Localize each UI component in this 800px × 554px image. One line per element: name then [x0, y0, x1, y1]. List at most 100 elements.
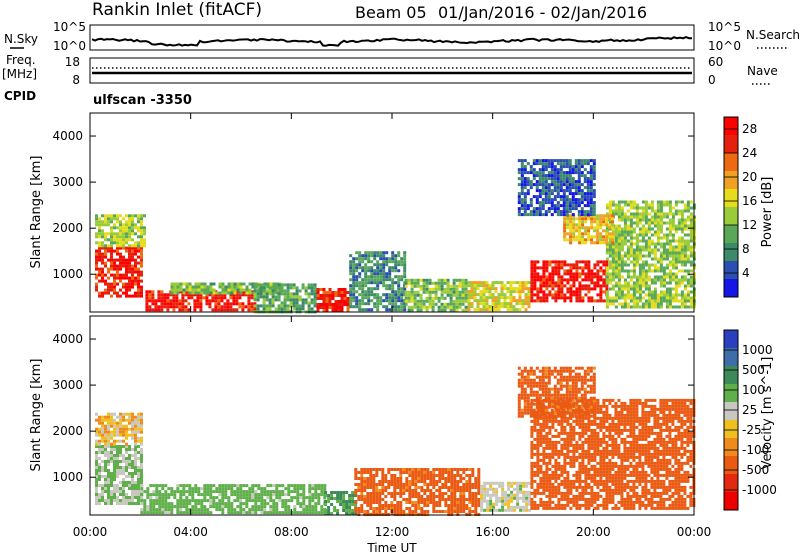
heatmap-cell: [568, 159, 572, 163]
heatmap-cell: [134, 421, 137, 425]
heatmap-cell: [125, 267, 128, 271]
heatmap-cell: [369, 486, 373, 489]
heatmap-cell: [194, 502, 198, 506]
heatmap-cell: [167, 505, 171, 509]
heatmap-cell: [381, 483, 385, 486]
heatmap-cell: [638, 230, 642, 234]
heatmap-cell: [152, 502, 156, 506]
heatmap-cell: [542, 500, 546, 504]
heatmap-cell: [361, 293, 365, 297]
heatmap-cell: [375, 498, 379, 501]
heatmap-cell: [626, 302, 630, 306]
heatmap-cell: [629, 224, 633, 228]
heatmap-cell: [586, 177, 590, 181]
heatmap-cell: [506, 287, 510, 291]
heatmap-cell: [638, 239, 642, 243]
heatmap-cell: [407, 281, 411, 285]
heatmap-cell: [194, 282, 198, 286]
heatmap-cell: [483, 493, 487, 497]
heatmap-cell: [375, 492, 379, 495]
heatmap-cell: [134, 276, 137, 280]
heatmap-cell: [349, 254, 353, 258]
heatmap-cell: [671, 278, 675, 282]
heatmap-cell: [574, 183, 578, 187]
heatmap-cell: [538, 189, 542, 193]
heatmap-cell: [125, 282, 128, 286]
heatmap-cell: [465, 480, 469, 483]
heatmap-cell: [572, 229, 576, 233]
heatmap-cell: [483, 487, 487, 491]
heatmap-cell: [545, 287, 549, 291]
heatmap-cell: [391, 302, 395, 306]
heatmap-cell: [224, 288, 228, 292]
heatmap-cell: [110, 238, 113, 242]
heatmap-cell: [349, 293, 353, 297]
heatmap-cell: [101, 487, 104, 490]
heatmap-cell: [113, 493, 116, 496]
heatmap-cell: [429, 495, 433, 498]
heatmap-cell: [683, 254, 687, 258]
heatmap-cell: [641, 218, 645, 222]
heatmap-cell: [330, 512, 334, 515]
heatmap-cell: [104, 469, 107, 472]
heatmap-cell: [677, 239, 681, 243]
heatmap-cell: [689, 233, 693, 237]
heatmap-cell: [305, 508, 309, 512]
heatmap-cell: [188, 511, 192, 515]
heatmap-cell: [364, 308, 368, 312]
heatmap-cell: [614, 281, 618, 285]
heatmap-cell: [596, 232, 600, 236]
heatmap-cell: [403, 272, 407, 276]
heatmap-cell: [286, 289, 290, 293]
heatmap-cell: [425, 305, 429, 309]
heatmap-cell: [134, 466, 137, 469]
heatmap-cell: [278, 496, 282, 500]
heatmap-cell: [95, 235, 98, 239]
heatmap-cell: [530, 482, 534, 486]
heatmap-cell: [568, 192, 572, 196]
heatmap-cell: [447, 486, 451, 489]
heatmap-cell: [614, 260, 618, 264]
heatmap-cell: [473, 281, 477, 285]
heatmap-cell: [185, 496, 189, 500]
heatmap-cell: [674, 299, 678, 303]
heatmap-cell: [375, 486, 379, 489]
heatmap-cell: [680, 242, 684, 246]
heatmap-cell: [215, 487, 219, 491]
heatmap-cell: [101, 276, 104, 280]
heatmap-cell: [152, 499, 156, 503]
heatmap-cell: [119, 490, 122, 493]
heatmap-cell: [122, 424, 125, 428]
heatmap-cell: [632, 266, 636, 270]
heatmap-cell: [574, 168, 578, 172]
heatmap-cell: [423, 498, 427, 501]
heatmap-cell: [426, 489, 430, 492]
heatmap-cell: [360, 507, 364, 510]
heatmap-cell: [104, 282, 107, 286]
heatmap-cell: [440, 290, 444, 294]
heatmap-cell: [668, 227, 672, 231]
heatmap-cell: [524, 293, 528, 297]
heatmap-cell: [413, 278, 417, 282]
heatmap-cell: [107, 460, 110, 463]
heatmap-cell: [548, 284, 552, 288]
heatmap-cell: [665, 281, 669, 285]
heatmap-cell: [617, 224, 621, 228]
heatmap-cell: [110, 232, 113, 236]
heatmap-cell: [292, 301, 296, 305]
heatmap-cell: [550, 162, 554, 166]
heatmap-cell: [611, 269, 615, 273]
heatmap-cell: [290, 490, 294, 494]
heatmap-cell: [352, 272, 356, 276]
heatmap-cell: [530, 428, 534, 432]
heatmap-cell: [399, 492, 403, 495]
heatmap-cell: [491, 293, 495, 297]
heatmap-cell: [172, 293, 176, 297]
heatmap-cell: [339, 491, 343, 494]
heatmap-cell: [295, 304, 299, 308]
heatmap-cell: [435, 510, 439, 513]
heatmap-cell: [101, 223, 104, 227]
heatmap-cell: [498, 481, 502, 485]
heatmap-cell: [361, 287, 365, 291]
heatmap-cell: [104, 466, 107, 469]
